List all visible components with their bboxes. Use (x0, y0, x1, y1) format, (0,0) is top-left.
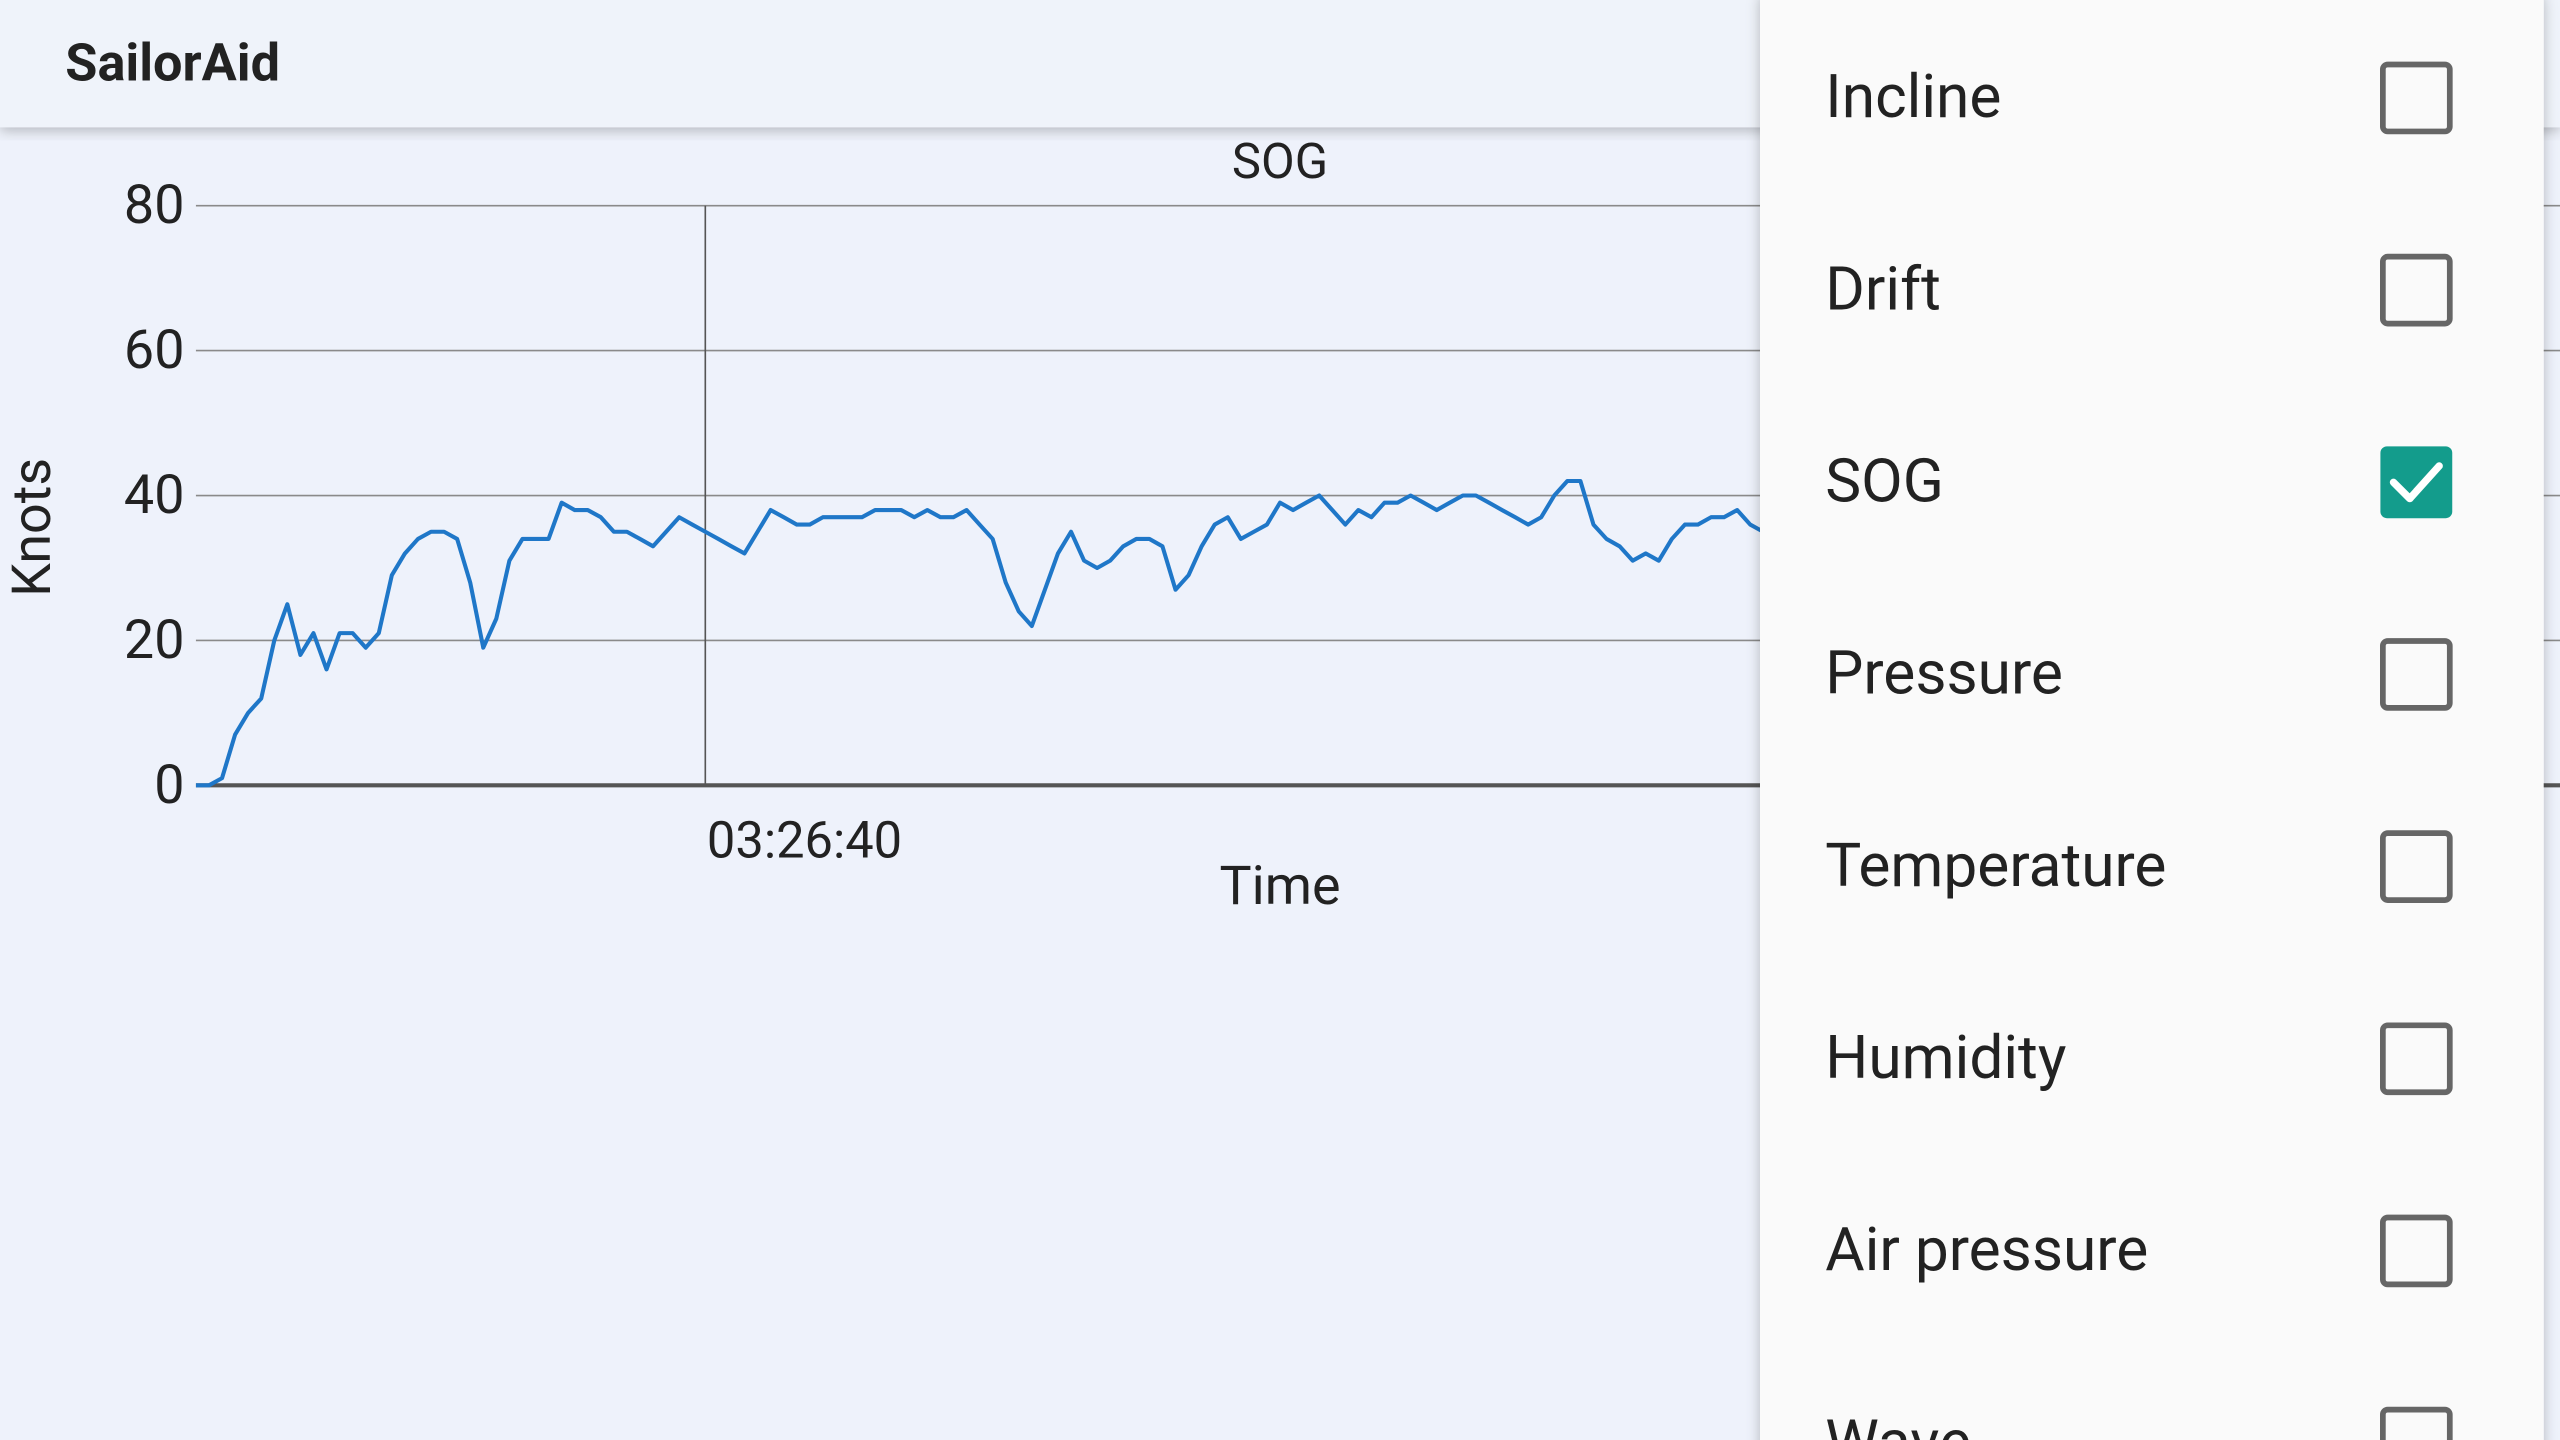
menu-item-label: Wave (1825, 1406, 1971, 1440)
menu-item[interactable]: SOG (1825, 446, 2453, 519)
menu-item[interactable]: Humidity (1825, 1022, 2453, 1096)
y-tick-label: 20 (124, 609, 185, 672)
menu-item-label: SOG (1825, 446, 1944, 517)
menu-item[interactable]: Temperature (1825, 830, 2453, 903)
menu-item-label: Air pressure (1825, 1214, 2148, 1285)
menu-item[interactable]: Incline (1825, 61, 2453, 135)
checkbox[interactable] (2380, 638, 2453, 711)
y-tick-label: 80 (124, 174, 185, 237)
menu-item-label: Drift (1825, 253, 1941, 324)
menu-item-label: Pressure (1825, 638, 2063, 709)
x-axis-label: Time (1219, 855, 1340, 918)
x-tick-label: 03:26:40 (707, 811, 902, 870)
y-tick-label: 60 (124, 319, 185, 382)
data-line (195, 478, 1765, 788)
menu-item-label: Humidity (1825, 1022, 2066, 1093)
app-title: SailorAid (65, 33, 280, 94)
menu-item-label: Temperature (1825, 830, 2166, 901)
y-tick-label: 40 (124, 464, 185, 527)
checkbox[interactable] (2380, 1406, 2453, 1440)
chart: SOG Time Knots 0 20 40 60 80 03:26:40 (1, 133, 2560, 918)
menu-panel (1760, 0, 2544, 1440)
y-tick-label: 0 (154, 754, 184, 817)
checkbox[interactable] (2380, 1214, 2453, 1288)
chart-title: SOG (1232, 133, 1328, 190)
menu-item[interactable]: Air pressure (1825, 1214, 2453, 1288)
checkbox[interactable] (2380, 446, 2453, 519)
checkbox[interactable] (2380, 253, 2453, 327)
checkbox[interactable] (2380, 1022, 2453, 1096)
menu-item[interactable]: Wave (1825, 1406, 2453, 1440)
checkbox[interactable] (2380, 61, 2453, 135)
menu-item[interactable]: Pressure (1825, 638, 2453, 711)
checkbox[interactable] (2380, 830, 2453, 903)
menu-item-label: Incline (1825, 61, 2001, 132)
checkmark (2389, 462, 2443, 503)
dropdown-menu: Incline Drift SOG Pressure Temperature Humidi… (1760, 0, 2544, 1440)
y-axis-label: Knots (1, 458, 64, 597)
menu-item[interactable]: Drift (1825, 253, 2453, 327)
